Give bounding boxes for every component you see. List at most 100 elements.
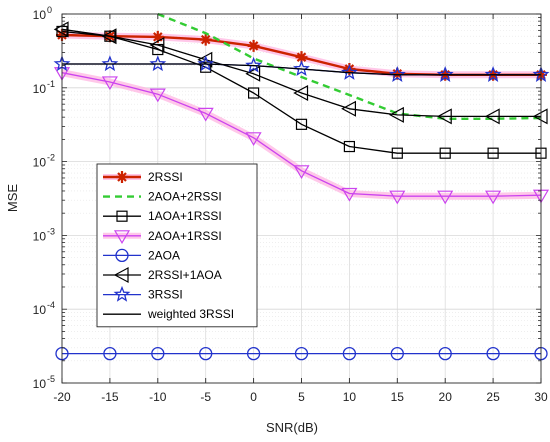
legend: 2RSSI 2AOA+2RSSI 1AOA+1RSSI 2AOA+1RSSI 2AOA 2… bbox=[96, 163, 258, 328]
marker-star bbox=[149, 55, 167, 72]
y-tick-exponent: -3 bbox=[47, 226, 55, 236]
series-line bbox=[61, 30, 541, 154]
x-tick-label: -5 bbox=[200, 390, 211, 404]
series-weighted-3rssi bbox=[62, 63, 541, 76]
marker-triangle-down bbox=[101, 76, 118, 91]
marker-triangle-left bbox=[101, 28, 117, 45]
marker-circle bbox=[486, 346, 500, 361]
series-2rssi-1aoa bbox=[53, 21, 548, 125]
marker-triangle-down bbox=[437, 190, 454, 205]
marker-triangle-down bbox=[389, 190, 406, 205]
marker-triangle-down bbox=[149, 88, 166, 103]
y-axis-label: MSE bbox=[5, 184, 20, 213]
marker-triangle-down bbox=[341, 187, 358, 202]
marker-star bbox=[113, 285, 131, 302]
marker-triangle-left bbox=[149, 37, 165, 54]
marker-triangle-down bbox=[485, 190, 502, 205]
marker-plus bbox=[343, 62, 356, 75]
marker-plus bbox=[391, 67, 404, 80]
marker-star bbox=[293, 60, 310, 77]
legend-label: 2RSSI+1AOA bbox=[148, 268, 222, 282]
marker-triangle-down bbox=[245, 132, 262, 147]
marker-triangle-left bbox=[389, 106, 404, 123]
marker-triangle-left bbox=[436, 108, 452, 125]
marker-circle bbox=[151, 346, 165, 361]
marker-star bbox=[245, 56, 263, 73]
legend-label: weighted 3RSSI bbox=[147, 307, 234, 321]
marker-circle bbox=[342, 346, 357, 361]
marker-square bbox=[116, 210, 128, 222]
legend-label: 2AOA+1RSSI bbox=[148, 229, 222, 243]
marker-triangle-left bbox=[293, 85, 309, 102]
legend-item: 2AOA+2RSSI bbox=[103, 190, 222, 204]
series-2aoa-2rssi bbox=[157, 12, 542, 120]
marker-square bbox=[439, 147, 451, 159]
legend-item: 3RSSI bbox=[103, 285, 183, 302]
marker-triangle-left bbox=[197, 51, 213, 68]
marker-plus bbox=[247, 39, 260, 52]
legend-item: 2AOA+1RSSI bbox=[103, 229, 222, 244]
x-tick-label: -10 bbox=[149, 390, 167, 404]
x-tick-label: -15 bbox=[101, 390, 119, 404]
marker-plus bbox=[116, 171, 128, 183]
x-axis-label: SNR(dB) bbox=[266, 420, 318, 435]
x-tick-label: 5 bbox=[298, 390, 305, 404]
y-tick-label: 10 bbox=[33, 229, 47, 243]
y-tick-label: 10 bbox=[33, 82, 47, 96]
y-tick-label: 10 bbox=[33, 377, 47, 391]
marker-circle bbox=[438, 346, 452, 361]
y-tick-label: 10 bbox=[33, 156, 47, 170]
series-2aoa-1rssi bbox=[53, 67, 550, 205]
x-tick-label: 15 bbox=[391, 390, 405, 404]
y-tick-exponent: -2 bbox=[47, 153, 55, 163]
marker-triangle-left bbox=[245, 65, 261, 82]
y-tick-exponent: -4 bbox=[47, 300, 55, 310]
marker-circle bbox=[246, 346, 261, 361]
legend-box bbox=[96, 163, 258, 328]
marker-triangle-down bbox=[197, 107, 214, 122]
marker-square bbox=[200, 61, 212, 73]
series-line bbox=[61, 28, 541, 118]
axes-box bbox=[61, 13, 542, 384]
series-line bbox=[62, 63, 541, 76]
marker-star bbox=[341, 63, 358, 80]
marker-plus bbox=[199, 33, 212, 46]
marker-star bbox=[101, 55, 119, 72]
series-layer bbox=[53, 12, 550, 361]
legend-label: 2RSSI bbox=[148, 170, 183, 184]
marker-triangle-left bbox=[53, 21, 69, 38]
legend-item: 2RSSI bbox=[103, 170, 183, 184]
legend-label: 2AOA+2RSSI bbox=[148, 190, 222, 204]
legend-item: 2AOA bbox=[103, 248, 180, 262]
x-tick-label: 0 bbox=[250, 390, 257, 404]
x-tick-label: 25 bbox=[486, 390, 500, 404]
x-tick-label: 20 bbox=[439, 390, 453, 404]
marker-circle bbox=[294, 346, 309, 361]
marker-square bbox=[248, 87, 260, 99]
y-tick-exponent: 0 bbox=[47, 5, 52, 15]
marker-square bbox=[295, 118, 308, 130]
legend-label: 1AOA+1RSSI bbox=[148, 209, 222, 223]
legend-item: 2RSSI+1AOA bbox=[103, 266, 222, 284]
marker-triangle-left bbox=[341, 100, 356, 117]
series-line bbox=[157, 12, 542, 120]
legend-label: 3RSSI bbox=[148, 288, 183, 302]
y-tick-label: 10 bbox=[33, 303, 47, 317]
legend-item: weighted 3RSSI bbox=[103, 307, 234, 321]
marker-triangle-left bbox=[532, 108, 548, 125]
marker-circle bbox=[115, 248, 129, 263]
marker-square bbox=[391, 147, 403, 159]
marker-triangle-left bbox=[113, 266, 129, 284]
x-tick-label: -20 bbox=[53, 390, 71, 404]
marker-plus bbox=[151, 30, 164, 43]
marker-triangle-left bbox=[484, 108, 500, 125]
marker-star bbox=[436, 66, 454, 82]
marker-triangle-down bbox=[113, 230, 131, 244]
series-line bbox=[61, 72, 542, 197]
marker-circle bbox=[390, 346, 404, 361]
y-tick-exponent: -5 bbox=[47, 374, 55, 384]
x-tick-label: 10 bbox=[343, 390, 357, 404]
marker-star bbox=[484, 66, 502, 82]
